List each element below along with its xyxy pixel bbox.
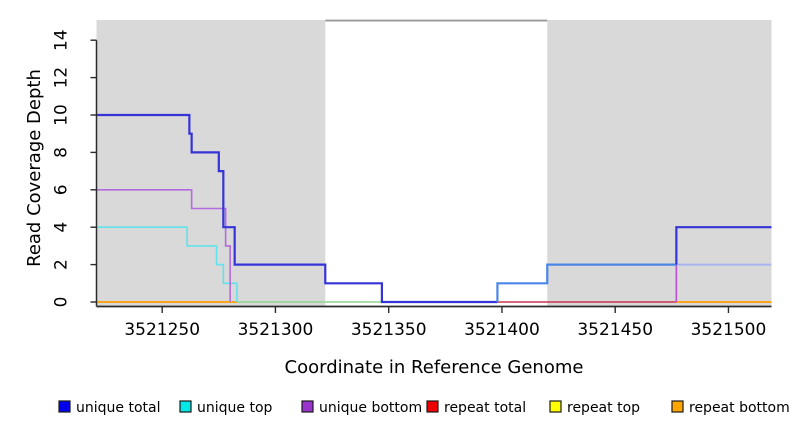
y-tick-label: 10 bbox=[52, 104, 72, 126]
shaded-regions bbox=[96, 19, 772, 307]
legend-label-unique-top: unique top bbox=[197, 400, 273, 416]
tick-labels: 0 2 4 6 8 10 12 14 3521250 3521300 3521350 3521400 3… bbox=[52, 29, 767, 340]
series-lines bbox=[96, 113, 772, 304]
x-tick-label: 3521350 bbox=[351, 320, 427, 340]
series-stroke-unique-total-right bbox=[675, 226, 772, 265]
y-axis-title: Read Coverage Depth bbox=[24, 69, 45, 267]
shaded-region bbox=[547, 20, 772, 307]
y-tick-label: 12 bbox=[52, 67, 72, 89]
legend-swatch-repeat-bottom bbox=[671, 400, 684, 413]
series-stroke-unique-bottom-line bbox=[96, 189, 231, 302]
y-tick-label: 8 bbox=[52, 147, 72, 158]
series-stroke-unique-total-left bbox=[96, 113, 498, 304]
legend-swatch-unique-bottom bbox=[301, 400, 314, 413]
y-tick-label: 2 bbox=[52, 259, 72, 270]
legend-swatch-repeat-top bbox=[549, 400, 562, 413]
legend-swatch-unique-top bbox=[179, 400, 192, 413]
legend-swatch-repeat-total bbox=[426, 400, 439, 413]
y-tick-label: 6 bbox=[52, 184, 72, 195]
y-tick-label: 14 bbox=[52, 29, 72, 51]
y-tick-label: 0 bbox=[52, 297, 72, 308]
x-tick-label: 3521400 bbox=[464, 320, 540, 340]
legend-label-unique-total: unique total bbox=[76, 400, 160, 416]
legend-label-repeat-total: repeat total bbox=[444, 400, 526, 416]
x-tick-label: 3521500 bbox=[691, 320, 767, 340]
legend-label-unique-bottom: unique bottom bbox=[319, 400, 422, 416]
shaded-region bbox=[96, 20, 326, 307]
series-stroke-unique-top-line bbox=[96, 226, 238, 302]
x-tick-label: 3521250 bbox=[124, 320, 200, 340]
y-tick-label: 4 bbox=[52, 222, 72, 233]
x-tick-label: 3521450 bbox=[577, 320, 653, 340]
x-tick-label: 3521300 bbox=[238, 320, 314, 340]
series-stroke-unique-total-mid bbox=[496, 263, 677, 302]
axes bbox=[90, 39, 772, 313]
x-axis-title: Coordinate in Reference Genome bbox=[285, 357, 584, 378]
legend: unique total unique top unique bottom repea… bbox=[58, 400, 790, 416]
legend-label-repeat-bottom: repeat bottom bbox=[689, 400, 790, 416]
legend-label-repeat-top: repeat top bbox=[567, 400, 640, 416]
legend-swatch-unique-total bbox=[58, 400, 71, 413]
